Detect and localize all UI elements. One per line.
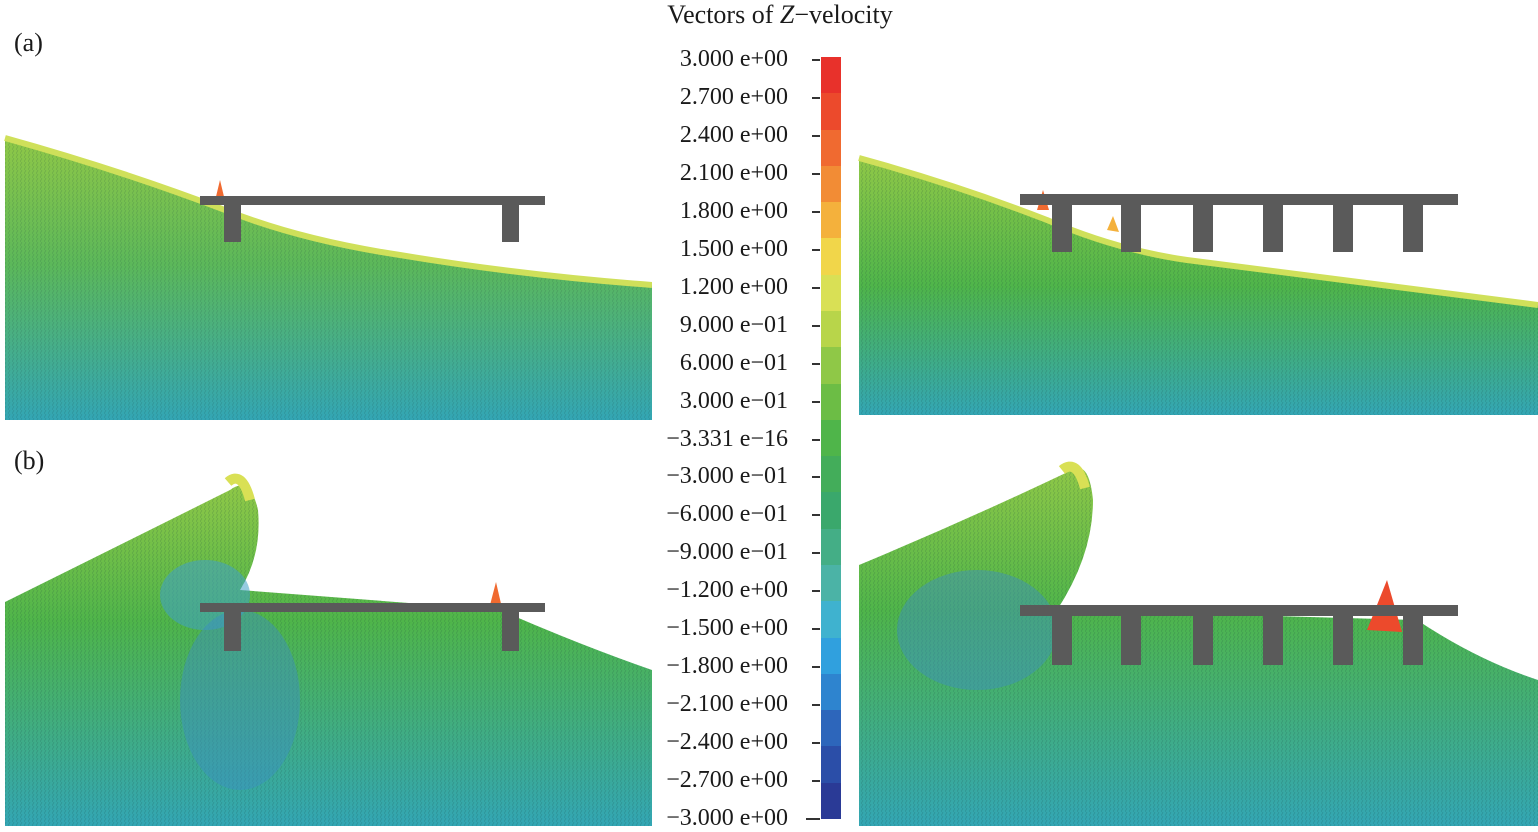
colorbar-tick-label: 2.400 e+00	[679, 121, 788, 148]
colorbar-tick-mark	[812, 666, 820, 669]
colorbar-tick-mark	[812, 438, 820, 441]
colorbar-tick-label: −1.200 e+00	[666, 577, 788, 604]
colorbar-tick-label: −1.500 e+00	[666, 615, 788, 642]
legend-title: Vectors of Z−velocity	[667, 0, 893, 29]
colorbar-tick-mark	[812, 628, 820, 631]
colorbar-tick-mark	[812, 172, 820, 175]
colorbar-tick-label: −3.000 e+00	[666, 805, 788, 831]
free-surface	[4, 135, 652, 288]
colorbar-segment	[821, 601, 841, 639]
colorbar-tick-mark	[812, 400, 820, 403]
colorbar-tick-label: −3.000 e−01	[666, 463, 788, 490]
colorbar-tick-label: 1.800 e+00	[679, 197, 788, 224]
colorbar-segment	[821, 746, 841, 784]
colorbar-tick-label: 6.000 e−01	[679, 349, 788, 376]
colorbar-segment	[821, 456, 841, 493]
colorbar-segment	[821, 710, 841, 747]
colorbar-tick-label: 2.100 e+00	[679, 159, 788, 186]
colorbar-tick-mark	[812, 362, 820, 365]
colorbar-tick-mark	[812, 590, 820, 593]
colorbar-tick-mark	[812, 742, 820, 745]
colorbar-segment	[821, 311, 841, 348]
colorbar-tick-label: −2.100 e+00	[666, 691, 788, 718]
colorbar-tick-mark	[812, 210, 820, 213]
panel-b-girder-deck	[857, 460, 1538, 826]
colorbar-segment	[821, 782, 841, 820]
colorbar-tick-mark	[812, 704, 820, 707]
panel-label-a: (a)	[14, 28, 43, 57]
colorbar-tick-label: 1.500 e+00	[679, 235, 788, 262]
panel-b-single-deck	[0, 470, 652, 826]
colorbar-segment	[821, 565, 841, 602]
colorbar-segment	[821, 238, 841, 276]
colorbar-tick-mark	[812, 780, 820, 783]
colorbar-tick-label: 3.000 e−01	[679, 387, 788, 414]
colorbar-tick-mark	[812, 324, 820, 327]
colorbar-segment	[821, 383, 841, 421]
colorbar-tick-label: −9.000 e−01	[666, 539, 788, 566]
panel-label-b: (b)	[14, 446, 45, 475]
colorbar-segment	[821, 419, 841, 457]
panel-a-single-deck	[0, 130, 652, 420]
colorbar-tick-mark	[812, 59, 820, 61]
colorbar-tick-label: −2.700 e+00	[666, 767, 788, 794]
colorbar-tick-label: 1.200 e+00	[679, 273, 788, 300]
colorbar-segment	[821, 492, 841, 530]
colorbar-tick-label: −2.400 e+00	[666, 729, 788, 756]
colorbar-tick-label: 2.700 e+00	[679, 83, 788, 110]
colorbar-segment	[821, 202, 841, 239]
colorbar-segment	[821, 673, 841, 711]
colorbar-tick-label: −3.331 e−16	[666, 425, 788, 452]
colorbar-tick-label: 3.000 e+00	[679, 46, 788, 72]
colorbar-tick-label: 9.000 e−01	[679, 311, 788, 338]
colorbar-segment	[821, 57, 841, 94]
colorbar-segment	[821, 165, 841, 203]
colorbar-tick-mark	[812, 248, 820, 251]
colorbar-segment	[821, 93, 841, 131]
colorbar-tick-mark	[806, 818, 820, 820]
colorbar-tick-mark	[812, 514, 820, 517]
colorbar-tick-mark	[812, 552, 820, 555]
colorbar-tick-mark	[812, 476, 820, 479]
colorbar	[821, 57, 841, 820]
colorbar-tick-label: −1.800 e+00	[666, 653, 788, 680]
colorbar-tick-mark	[812, 96, 820, 99]
panel-a-girder-deck	[857, 150, 1538, 415]
colorbar-tick-label: −6.000 e−01	[666, 501, 788, 528]
colorbar-segment	[821, 347, 841, 385]
colorbar-segment	[821, 528, 841, 566]
colorbar-segment	[821, 637, 841, 675]
colorbar-segment	[821, 129, 841, 167]
colorbar-segment	[821, 274, 841, 312]
colorbar-tick-mark	[812, 286, 820, 289]
colorbar-tick-mark	[812, 134, 820, 137]
bridge-deck	[200, 196, 545, 242]
